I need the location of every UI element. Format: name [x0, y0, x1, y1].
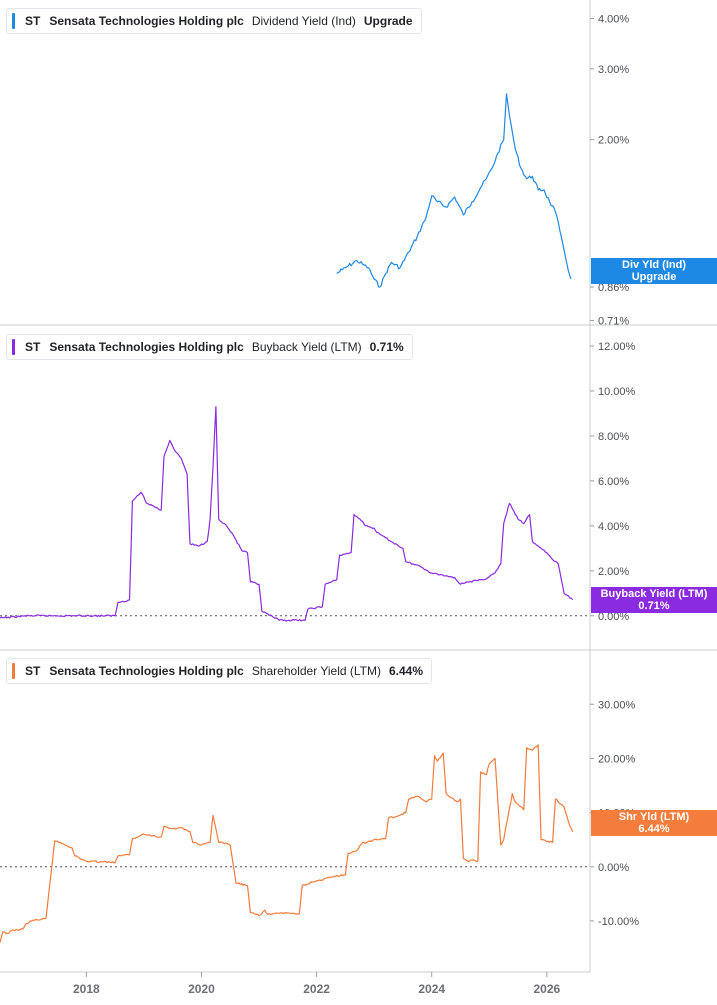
last-value-tag-dividend-yield: Div Yld (Ind) Upgrade: [591, 258, 717, 284]
y-tick-label: 3.00%: [598, 64, 629, 76]
tag-value: 0.71%: [638, 600, 670, 612]
legend-metric: Dividend Yield (Ind): [251, 14, 356, 28]
legend-ticker: ST: [25, 340, 41, 354]
y-tick-label: 8.00%: [598, 431, 629, 443]
legend-ticker: ST: [25, 14, 41, 28]
tag-label: Div Yld (Ind): [622, 259, 686, 271]
legend-buyback-yield[interactable]: ST Sensata Technologies Holding plc Buyb…: [6, 334, 413, 360]
series-color-swatch: [12, 13, 15, 29]
y-tick-label: 2.00%: [598, 135, 629, 147]
legend-company: Sensata Technologies Holding plc: [49, 664, 244, 678]
series-color-swatch: [12, 339, 15, 355]
y-tick-label: 10.00%: [598, 386, 636, 398]
tag-value: 6.44%: [638, 823, 670, 835]
legend-company: Sensata Technologies Holding plc: [49, 14, 244, 28]
x-tick-label: 2020: [188, 982, 215, 996]
legend-value: 6.44%: [389, 664, 424, 678]
legend-value: Upgrade: [363, 14, 413, 28]
x-tick-label: 2026: [533, 982, 560, 996]
y-tick-label: 12.00%: [598, 341, 636, 353]
y-tick-label: 20.00%: [598, 753, 636, 765]
tag-label: Shr Yld (LTM): [618, 811, 690, 823]
x-tick-label: 2024: [418, 982, 445, 996]
y-tick-label: 0.00%: [598, 862, 629, 874]
y-tick-label: 6.00%: [598, 476, 629, 488]
series-color-swatch: [12, 663, 15, 679]
y-tick-label: 30.00%: [598, 699, 636, 711]
legend-ticker: ST: [25, 664, 41, 678]
series-line: [0, 744, 574, 943]
y-tick-label: -10.00%: [598, 916, 639, 928]
y-tick-label: 4.00%: [598, 521, 629, 533]
last-value-tag-buyback-yield: Buyback Yield (LTM) 0.71%: [591, 587, 717, 613]
x-tick-label: 2018: [73, 982, 100, 996]
y-tick-label: 2.00%: [598, 566, 629, 578]
last-value-tag-shareholder-yield: Shr Yld (LTM) 6.44%: [591, 810, 717, 836]
legend-metric: Shareholder Yield (LTM): [251, 664, 381, 678]
legend-dividend-yield[interactable]: ST Sensata Technologies Holding plc Divi…: [6, 8, 422, 34]
tag-label: Buyback Yield (LTM): [600, 588, 708, 600]
y-tick-label: 4.00%: [598, 14, 629, 26]
series-line: [336, 93, 572, 288]
tag-value: Upgrade: [631, 271, 677, 283]
series-line: [0, 406, 574, 622]
legend-value: 0.71%: [369, 340, 404, 354]
x-tick-label: 2022: [303, 982, 330, 996]
legend-metric: Buyback Yield (LTM): [251, 340, 362, 354]
y-tick-label: 0.71%: [598, 316, 629, 328]
legend-shareholder-yield[interactable]: ST Sensata Technologies Holding plc Shar…: [6, 658, 433, 684]
y-tick-label: 0.86%: [598, 282, 629, 294]
y-tick-label: 0.00%: [598, 611, 629, 623]
legend-company: Sensata Technologies Holding plc: [49, 340, 244, 354]
